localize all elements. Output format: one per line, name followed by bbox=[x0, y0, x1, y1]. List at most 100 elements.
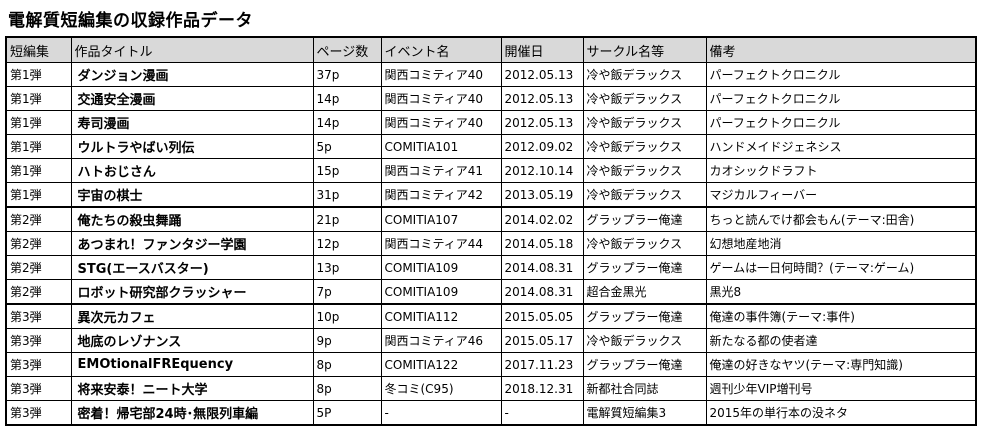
cell-title: 将来安泰！ニート大学 bbox=[70, 376, 314, 401]
cell-event: 関西コミティア40 bbox=[380, 110, 502, 135]
cell-notes: 幻想地産地消 bbox=[705, 231, 977, 256]
cell-event: 関西コミティア46 bbox=[380, 328, 502, 353]
column-header-circle: サークル名等 bbox=[582, 36, 707, 63]
table-row: 第1弾 ハトおじさん 15p 関西コミティア41 2012.10.14 冷や飯デラックスカ… bbox=[5, 158, 977, 183]
cell-date: - bbox=[500, 400, 584, 426]
cell-date: 2014.02.02 bbox=[500, 206, 584, 232]
cell-date: 2014.08.31 bbox=[500, 279, 584, 305]
cell-date: 2017.11.23 bbox=[500, 352, 584, 377]
cell-notes: ハンドメイドジェネシス bbox=[705, 134, 977, 159]
cell-event: 関西コミティア42 bbox=[380, 182, 502, 208]
table-row: 第2弾 STG(エースバスター) 13p COMITIA109 2014.08.31 グラ… bbox=[5, 255, 977, 280]
cell-title: 交通安全漫画 bbox=[70, 86, 314, 111]
cell-title: ダンジョン漫画 bbox=[70, 62, 314, 87]
table-header-row: 短編集 作品タイトル ページ数 イベント名 開催日 サークル名等 備考 bbox=[5, 36, 977, 63]
cell-notes: 週刊少年VIP増刊号 bbox=[705, 376, 977, 401]
cell-circle: 冷や飯デラックス bbox=[582, 328, 707, 353]
cell-collection: 第1弾 bbox=[5, 110, 72, 135]
table-row: 第1弾 宇宙の棋士 31p 関西コミティア42 2013.05.19 冷や飯デラックス マジ… bbox=[5, 182, 977, 208]
cell-event: COMITIA107 bbox=[380, 206, 502, 232]
cell-circle: 冷や飯デラックス bbox=[582, 182, 707, 208]
cell-circle: 冷や飯デラックス bbox=[582, 62, 707, 87]
cell-circle: グラップラー俺達 bbox=[582, 255, 707, 280]
cell-circle: 超合金黒光 bbox=[582, 279, 707, 305]
table-row: 第3弾 異次元カフェ 10p COMITIA112 2015.05.05 グラップラー俺達… bbox=[5, 303, 977, 329]
cell-event: 関西コミティア44 bbox=[380, 231, 502, 256]
page-title: 電解質短編集の収録作品データ bbox=[8, 11, 253, 31]
table-row: 第2弾 俺たちの殺虫舞踊 21p COMITIA107 2014.02.02 グラップラー… bbox=[5, 206, 977, 232]
cell-title: 地底のレゾナンス bbox=[70, 328, 314, 353]
cell-notes: 俺達の事件簿(テーマ:事件) bbox=[705, 303, 977, 329]
cell-collection: 第1弾 bbox=[5, 158, 72, 183]
cell-collection: 第1弾 bbox=[5, 86, 72, 111]
cell-date: 2018.12.31 bbox=[500, 376, 584, 401]
cell-event: - bbox=[380, 400, 502, 426]
cell-title: EMOtionalFREquency bbox=[70, 352, 314, 377]
table-row: 第1弾 ウルトラやばい列伝 5p COMITIA101 2012.09.02 冷や飯デラッ… bbox=[5, 134, 977, 159]
cell-title: 密着！帰宅部24時･無限列車編 bbox=[70, 400, 314, 426]
cell-collection: 第1弾 bbox=[5, 134, 72, 159]
cell-collection: 第3弾 bbox=[5, 376, 72, 401]
cell-title: 寿司漫画 bbox=[70, 110, 314, 135]
cell-pages: 5P bbox=[312, 400, 382, 426]
cell-date: 2015.05.17 bbox=[500, 328, 584, 353]
cell-circle: 冷や飯デラックス bbox=[582, 110, 707, 135]
cell-collection: 第2弾 bbox=[5, 255, 72, 280]
table-row: 第3弾 将来安泰！ニート大学 8p 冬コミ(C95) 2018.12.31 新都社合同誌週… bbox=[5, 376, 977, 401]
column-header-date: 開催日 bbox=[500, 36, 584, 63]
cell-pages: 12p bbox=[312, 231, 382, 256]
table-row: 第2弾 あつまれ！ファンタジー学園 12p 関西コミティア44 2014.05.18 冷や… bbox=[5, 231, 977, 256]
cell-event: 関西コミティア41 bbox=[380, 158, 502, 183]
cell-title: ウルトラやばい列伝 bbox=[70, 134, 314, 159]
cell-circle: 電解質短編集3 bbox=[582, 400, 707, 426]
cell-notes: カオシックドラフト bbox=[705, 158, 977, 183]
table-row: 第1弾 寿司漫画 14p 関西コミティア40 2012.05.13 冷や飯デラックス パーフ… bbox=[5, 110, 977, 135]
cell-notes: ゲームは一日何時間？(テーマ:ゲーム) bbox=[705, 255, 977, 280]
cell-pages: 8p bbox=[312, 376, 382, 401]
table-row: 第3弾 EMOtionalFREquency 8p COMITIA122 2017.11… bbox=[5, 352, 977, 377]
cell-circle: 冷や飯デラックス bbox=[582, 86, 707, 111]
cell-event: COMITIA112 bbox=[380, 303, 502, 329]
cell-circle: グラップラー俺達 bbox=[582, 206, 707, 232]
cell-collection: 第1弾 bbox=[5, 182, 72, 208]
cell-title: あつまれ！ファンタジー学園 bbox=[70, 231, 314, 256]
column-header-collection: 短編集 bbox=[5, 36, 72, 63]
cell-date: 2012.10.14 bbox=[500, 158, 584, 183]
cell-collection: 第1弾 bbox=[5, 62, 72, 87]
cell-date: 2014.05.18 bbox=[500, 231, 584, 256]
table-row: 第3弾 地底のレゾナンス 9p 関西コミティア46 2015.05.17 冷や飯デラックス… bbox=[5, 328, 977, 353]
cell-notes: 新たなる都の使者達 bbox=[705, 328, 977, 353]
cell-event: COMITIA122 bbox=[380, 352, 502, 377]
table-row: 第1弾 交通安全漫画 14p 関西コミティア40 2012.05.13 冷や飯デラックスパ… bbox=[5, 86, 977, 111]
cell-pages: 37p bbox=[312, 62, 382, 87]
column-header-pages: ページ数 bbox=[312, 36, 382, 63]
cell-notes: 俺達の好きなヤツ(テーマ:専門知識) bbox=[705, 352, 977, 377]
cell-event: 関西コミティア40 bbox=[380, 86, 502, 111]
cell-circle: 冷や飯デラックス bbox=[582, 231, 707, 256]
cell-event: 冬コミ(C95) bbox=[380, 376, 502, 401]
cell-event: 関西コミティア40 bbox=[380, 62, 502, 87]
cell-pages: 5p bbox=[312, 134, 382, 159]
cell-collection: 第3弾 bbox=[5, 303, 72, 329]
cell-pages: 9p bbox=[312, 328, 382, 353]
column-header-title: 作品タイトル bbox=[70, 36, 314, 63]
cell-date: 2013.05.19 bbox=[500, 182, 584, 208]
cell-event: COMITIA109 bbox=[380, 279, 502, 305]
cell-notes: マジカルフィーバー bbox=[705, 182, 977, 208]
cell-circle: グラップラー俺達 bbox=[582, 303, 707, 329]
cell-notes: パーフェクトクロニクル bbox=[705, 62, 977, 87]
cell-notes: パーフェクトクロニクル bbox=[705, 86, 977, 111]
cell-pages: 14p bbox=[312, 110, 382, 135]
cell-title: STG(エースバスター) bbox=[70, 255, 314, 280]
cell-event: COMITIA109 bbox=[380, 255, 502, 280]
works-table: 短編集 作品タイトル ページ数 イベント名 開催日 サークル名等 備考 第1弾 ダンジョン漫画… bbox=[5, 36, 977, 426]
cell-pages: 8p bbox=[312, 352, 382, 377]
cell-notes: パーフェクトクロニクル bbox=[705, 110, 977, 135]
cell-notes: ちっと読んでけ都会もん(テーマ:田舎) bbox=[705, 206, 977, 232]
cell-title: 宇宙の棋士 bbox=[70, 182, 314, 208]
cell-circle: 新都社合同誌 bbox=[582, 376, 707, 401]
cell-collection: 第2弾 bbox=[5, 279, 72, 305]
cell-date: 2012.05.13 bbox=[500, 62, 584, 87]
cell-date: 2012.05.13 bbox=[500, 86, 584, 111]
cell-collection: 第3弾 bbox=[5, 352, 72, 377]
